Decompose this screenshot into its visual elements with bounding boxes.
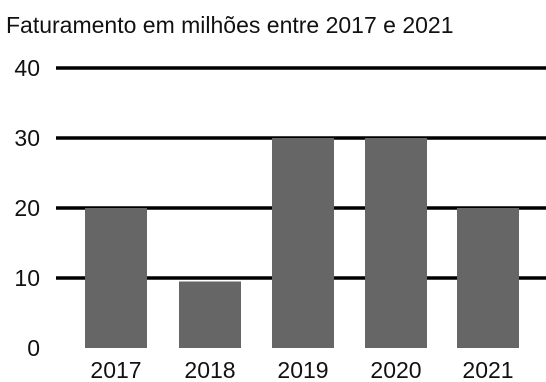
y-tick-label: 10 <box>14 265 40 291</box>
bars <box>85 138 519 348</box>
x-tick-label-2019: 2019 <box>277 357 328 382</box>
bar-2018 <box>179 281 241 348</box>
chart-title: Faturamento em milhões entre 2017 e 2021 <box>6 12 454 38</box>
y-tick-label: 40 <box>14 55 40 81</box>
x-tick-label-2017: 2017 <box>90 357 141 382</box>
bar-2017 <box>85 208 147 348</box>
bar-2021 <box>457 208 519 348</box>
bar-2019 <box>272 138 334 348</box>
y-tick-label: 0 <box>27 335 40 361</box>
y-tick-label: 20 <box>14 195 40 221</box>
bar-2020 <box>365 138 427 348</box>
x-tick-label-2020: 2020 <box>370 357 421 382</box>
x-tick-labels: 2017 2018 2019 2020 2021 <box>90 357 513 382</box>
x-tick-label-2021: 2021 <box>462 357 513 382</box>
y-tick-labels: 0 10 20 30 40 <box>14 55 40 361</box>
y-tick-label: 30 <box>14 125 40 151</box>
x-tick-label-2018: 2018 <box>184 357 235 382</box>
